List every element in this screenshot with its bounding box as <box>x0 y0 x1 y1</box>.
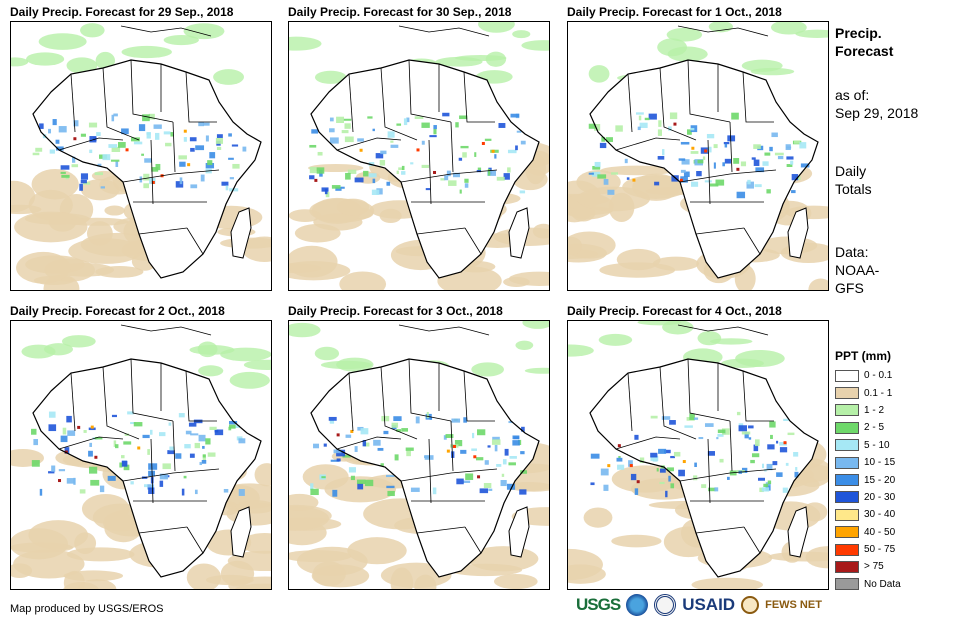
legend: 0 - 0.1 0.1 - 1 1 - 2 2 - 5 5 - 10 10 - 15 15 … <box>835 367 901 593</box>
legend-label: 5 - 10 <box>864 439 890 451</box>
legend-label: 30 - 40 <box>864 509 896 521</box>
panel-title-6: Daily Precip. Forecast for 4 Oct., 2018 <box>567 304 782 318</box>
legend-swatch <box>835 508 859 521</box>
africa-map-5 <box>289 321 549 589</box>
legend-swatch <box>835 560 859 573</box>
legend-title: PPT (mm) <box>835 349 892 363</box>
legend-item: 15 - 20 <box>835 471 901 488</box>
legend-swatch <box>835 404 859 417</box>
heading-line-2: Forecast <box>835 43 894 59</box>
legend-label: No Data <box>864 578 901 590</box>
legend-item: 5 - 10 <box>835 437 901 454</box>
heading-line-1: Precip. <box>835 25 882 41</box>
legend-swatch <box>835 439 859 452</box>
legend-label: 2 - 5 <box>864 422 885 434</box>
sidebar-data-source: Data: NOAA- GFS <box>835 243 879 297</box>
legend-swatch <box>835 526 859 539</box>
legend-item: 0.1 - 1 <box>835 384 901 401</box>
legend-label: 10 - 15 <box>864 457 896 469</box>
legend-label: 15 - 20 <box>864 474 896 486</box>
sidebar-heading: Precip. Forecast <box>835 24 893 60</box>
africa-map-4 <box>11 324 271 589</box>
africa-map-3 <box>568 22 828 290</box>
africa-map-2 <box>289 22 549 290</box>
totals-line-2: Totals <box>835 181 872 197</box>
usaid-logo: USAID <box>682 595 736 614</box>
legend-swatch <box>835 491 859 504</box>
legend-item: 0 - 0.1 <box>835 367 901 384</box>
panel-title-1: Daily Precip. Forecast for 29 Sep., 2018 <box>10 5 234 19</box>
africa-map-1 <box>11 23 271 290</box>
map-panel-1 <box>10 21 272 291</box>
legend-item: 10 - 15 <box>835 454 901 471</box>
totals-line-1: Daily <box>835 163 867 179</box>
legend-label: 50 - 75 <box>864 544 896 556</box>
legend-label: 20 - 30 <box>864 491 896 503</box>
legend-label: 1 - 2 <box>864 404 885 416</box>
legend-label: > 75 <box>864 561 884 573</box>
legend-swatch <box>835 578 859 591</box>
noaa-logo-icon <box>626 594 649 616</box>
legend-swatch <box>835 387 859 400</box>
legend-swatch <box>835 369 859 382</box>
legend-swatch <box>835 474 859 487</box>
panel-title-5: Daily Precip. Forecast for 3 Oct., 2018 <box>288 304 503 318</box>
africa-map-6 <box>568 321 828 589</box>
fews-net-logo: FEWS NET <box>765 599 822 611</box>
map-credit: Map produced by USGS/EROS <box>10 603 164 615</box>
legend-item: 30 - 40 <box>835 506 901 523</box>
legend-label: 0.1 - 1 <box>864 387 893 399</box>
legend-item: No Data <box>835 576 901 593</box>
legend-item: > 75 <box>835 558 901 575</box>
sidebar-asof: as of: Sep 29, 2018 <box>835 86 918 122</box>
legend-swatch <box>835 456 859 469</box>
legend-label: 0 - 0.1 <box>864 370 893 382</box>
asof-date: Sep 29, 2018 <box>835 105 919 121</box>
map-panel-6 <box>567 320 829 590</box>
logo-strip: USGS USAID FEWS NET <box>576 594 822 616</box>
data-line-1: Data: <box>835 244 869 260</box>
fews-globe-icon <box>741 596 760 614</box>
legend-swatch <box>835 421 859 434</box>
legend-item: 40 - 50 <box>835 524 901 541</box>
data-line-2: NOAA- <box>835 262 880 278</box>
legend-item: 20 - 30 <box>835 489 901 506</box>
panel-title-3: Daily Precip. Forecast for 1 Oct., 2018 <box>567 5 782 19</box>
panel-title-4: Daily Precip. Forecast for 2 Oct., 2018 <box>10 304 225 318</box>
usgs-logo: USGS <box>576 595 621 614</box>
legend-item: 1 - 2 <box>835 402 901 419</box>
map-panel-2 <box>288 21 550 291</box>
legend-label: 40 - 50 <box>864 526 896 538</box>
legend-swatch <box>835 543 859 556</box>
map-panel-3 <box>567 21 829 291</box>
data-line-3: GFS <box>835 280 864 296</box>
panel-title-2: Daily Precip. Forecast for 30 Sep., 2018 <box>288 5 512 19</box>
map-panel-5 <box>288 320 550 590</box>
legend-item: 50 - 75 <box>835 541 901 558</box>
usaid-seal-icon <box>654 594 677 616</box>
asof-label: as of: <box>835 87 870 103</box>
legend-item: 2 - 5 <box>835 419 901 436</box>
map-panel-4 <box>10 320 272 590</box>
sidebar-totals: Daily Totals <box>835 162 872 198</box>
